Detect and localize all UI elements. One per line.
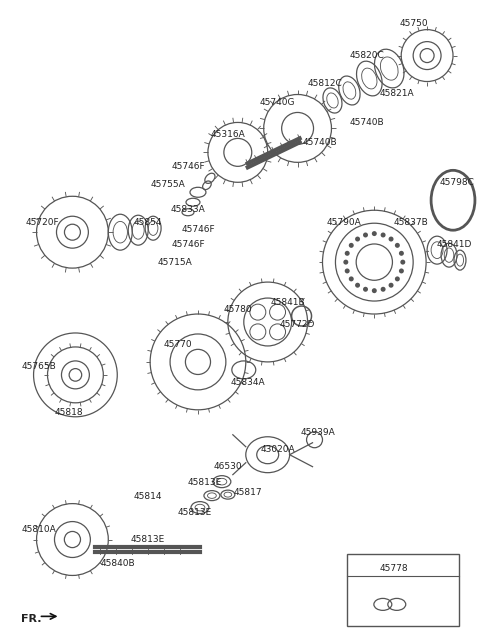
Text: 45770: 45770	[164, 340, 192, 349]
Text: 45834A: 45834A	[230, 378, 265, 387]
Circle shape	[349, 276, 354, 282]
Text: 45818: 45818	[54, 408, 83, 417]
Circle shape	[372, 288, 377, 293]
Circle shape	[363, 287, 368, 292]
Circle shape	[395, 276, 400, 282]
Text: 45750: 45750	[400, 19, 429, 28]
Text: 45746F: 45746F	[171, 240, 205, 249]
Circle shape	[363, 233, 368, 237]
Text: 45316A: 45316A	[210, 131, 245, 140]
Circle shape	[343, 260, 348, 265]
Text: 45841D: 45841D	[436, 240, 472, 249]
Text: 45740B: 45740B	[350, 118, 384, 127]
Text: 45939A: 45939A	[300, 428, 335, 437]
Circle shape	[399, 251, 404, 256]
Text: 45755A: 45755A	[151, 180, 185, 189]
Text: 45790A: 45790A	[327, 218, 362, 227]
Circle shape	[355, 237, 360, 242]
Circle shape	[389, 237, 394, 242]
Text: 45778: 45778	[380, 565, 408, 574]
Text: 46530: 46530	[214, 462, 242, 471]
Text: 43020A: 43020A	[260, 445, 295, 454]
Text: 45817: 45817	[233, 487, 262, 496]
Circle shape	[355, 283, 360, 287]
Text: 45814: 45814	[134, 492, 162, 501]
Circle shape	[372, 231, 377, 236]
Circle shape	[399, 269, 404, 273]
Text: 45820C: 45820C	[350, 51, 384, 60]
Text: FR.: FR.	[21, 614, 41, 624]
Text: 45780: 45780	[224, 305, 252, 314]
Text: 45740G: 45740G	[260, 98, 295, 107]
Text: 45746F: 45746F	[181, 225, 215, 234]
Text: 45813E: 45813E	[188, 478, 222, 487]
Text: 45821A: 45821A	[380, 89, 415, 98]
Text: 45837B: 45837B	[394, 218, 429, 227]
Circle shape	[400, 260, 405, 265]
Text: 45813E: 45813E	[131, 534, 165, 543]
Text: 45810A: 45810A	[21, 525, 56, 534]
Text: 45798C: 45798C	[440, 178, 474, 187]
Text: 45840B: 45840B	[101, 559, 135, 568]
Circle shape	[345, 269, 350, 273]
Text: 45765B: 45765B	[21, 362, 56, 371]
Circle shape	[389, 283, 394, 287]
Circle shape	[345, 251, 350, 256]
Text: 45772D: 45772D	[280, 320, 315, 329]
Bar	[348, 554, 459, 626]
Text: 45812C: 45812C	[307, 78, 342, 87]
Text: 45746F: 45746F	[171, 162, 205, 171]
Circle shape	[395, 243, 400, 248]
Text: 45854: 45854	[134, 218, 162, 227]
Text: 45715A: 45715A	[157, 258, 192, 267]
Text: 45841B: 45841B	[270, 298, 305, 307]
Text: 45813E: 45813E	[178, 507, 212, 516]
Circle shape	[349, 243, 354, 248]
Text: 45833A: 45833A	[170, 205, 205, 214]
Text: 45720F: 45720F	[26, 218, 60, 227]
Text: 45740B: 45740B	[302, 138, 337, 147]
Circle shape	[381, 287, 385, 292]
Circle shape	[381, 233, 385, 237]
